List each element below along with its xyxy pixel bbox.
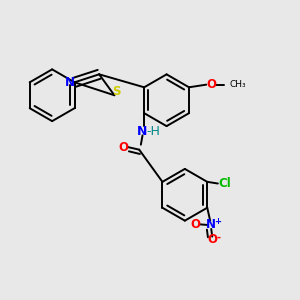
Text: -H: -H	[146, 125, 160, 138]
Text: N: N	[64, 76, 75, 89]
Text: Cl: Cl	[218, 177, 231, 190]
Text: N: N	[206, 218, 216, 232]
Text: +: +	[214, 217, 221, 226]
Text: O: O	[190, 218, 200, 231]
Text: -: -	[216, 233, 220, 243]
Text: O: O	[118, 140, 129, 154]
Text: CH₃: CH₃	[230, 80, 246, 89]
Text: N: N	[137, 125, 148, 138]
Text: O: O	[206, 78, 216, 91]
Text: O: O	[207, 233, 217, 246]
Text: S: S	[112, 85, 120, 98]
